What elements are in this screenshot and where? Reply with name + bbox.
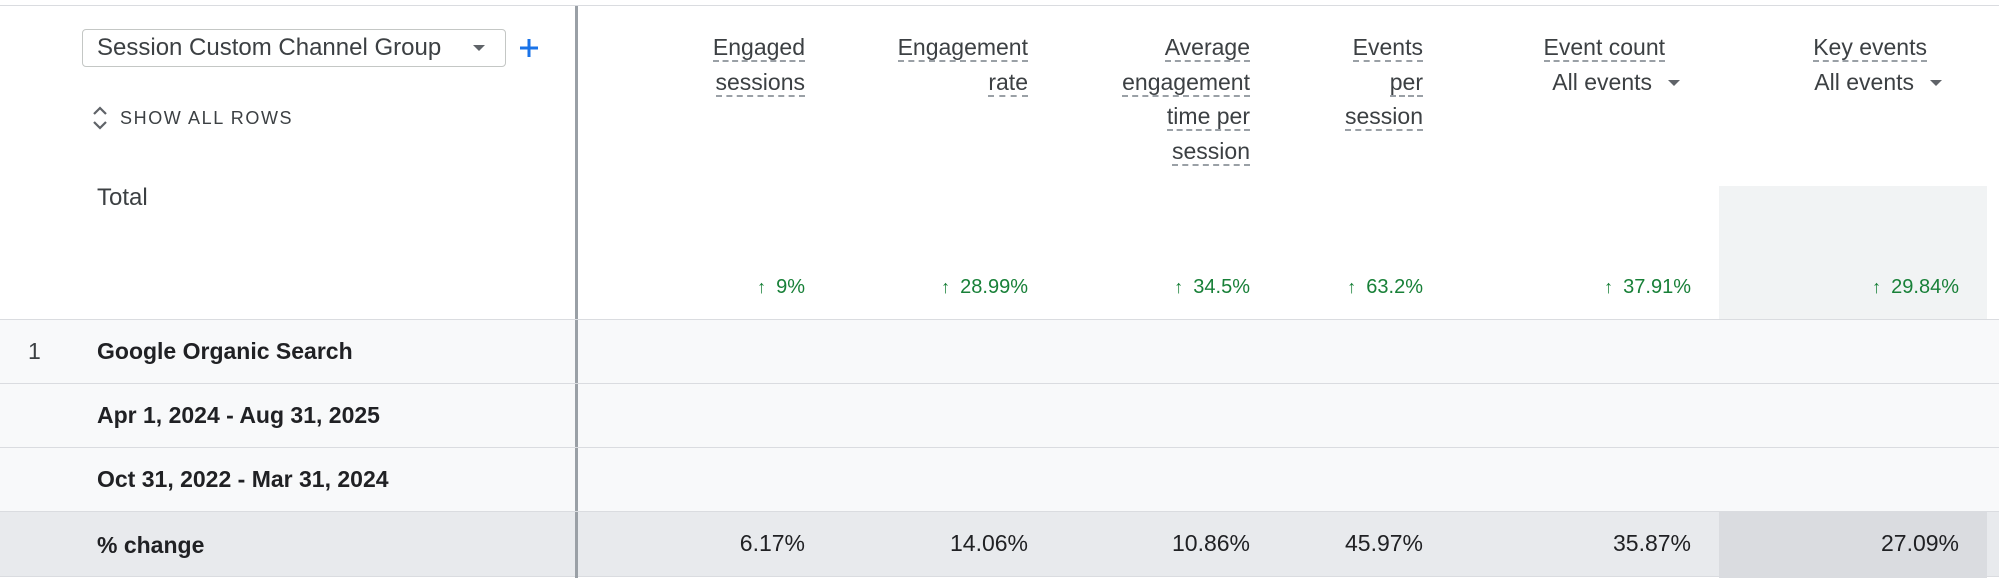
total-change-average-engagement-time: ↑ 34.5%	[1174, 276, 1250, 299]
event-count-filter-label: All events	[1552, 68, 1652, 95]
total-change-value: 34.5%	[1193, 276, 1250, 298]
change-average-engagement-time: 10.86%	[1171, 530, 1250, 556]
event-count-filter-dropdown[interactable]: All events	[1544, 65, 1680, 100]
top-border	[0, 0, 1999, 6]
total-change-event-count: ↑ 37.91%	[1604, 276, 1691, 299]
header-line: Events	[1352, 34, 1423, 62]
header-line: Average	[1164, 34, 1250, 62]
header-line: sessions	[715, 68, 805, 97]
row-index: 1	[28, 338, 41, 364]
table-row[interactable]: Apr 1, 2024 - Aug 31, 2025	[0, 383, 1999, 448]
change-key-events: 27.09%	[1880, 530, 1959, 556]
column-divider	[575, 512, 578, 578]
row-label: Oct 31, 2022 - Mar 31, 2024	[97, 466, 389, 492]
column-divider	[575, 320, 578, 384]
key-events-highlight	[1719, 512, 1987, 578]
show-all-rows-label: SHOW ALL ROWS	[120, 107, 294, 128]
metric-header-key-events[interactable]: Key events All events	[1813, 30, 1942, 99]
key-events-highlight	[1719, 186, 1987, 319]
arrow-up-icon: ↑	[1347, 277, 1357, 297]
key-events-filter-dropdown[interactable]: All events	[1813, 65, 1942, 100]
arrow-up-icon: ↑	[1604, 277, 1614, 297]
total-change-value: 9%	[776, 276, 805, 298]
total-change-engagement-rate: ↑ 28.99%	[941, 276, 1028, 299]
report-table: Session Custom Channel Group SHOW ALL RO…	[0, 6, 1999, 578]
metric-header-engaged-sessions[interactable]: Engaged sessions	[712, 30, 805, 99]
key-events-filter-label: All events	[1814, 68, 1914, 95]
arrow-up-icon: ↑	[1174, 277, 1184, 297]
column-divider	[575, 384, 578, 448]
header-line: session	[1172, 137, 1250, 166]
show-all-rows-button[interactable]: SHOW ALL ROWS	[92, 101, 293, 135]
dimension-dropdown[interactable]: Session Custom Channel Group	[82, 29, 506, 67]
table-row-percent-change[interactable]: % change 6.17% 14.06% 10.86% 45.97% 35.8…	[0, 511, 1999, 578]
chevron-down-icon	[473, 45, 485, 51]
table-row[interactable]: Oct 31, 2022 - Mar 31, 2024	[0, 447, 1999, 512]
change-engaged-sessions: 6.17%	[739, 530, 805, 556]
metric-header-engagement-rate[interactable]: Engagement rate	[897, 30, 1028, 99]
add-dimension-button[interactable]	[511, 30, 547, 66]
header-line: rate	[988, 68, 1028, 97]
chevron-down-icon	[1668, 80, 1680, 87]
change-events-per-session: 45.97%	[1344, 530, 1423, 556]
header-line: time per	[1166, 103, 1250, 131]
chevron-down-icon	[1930, 80, 1942, 87]
header-line: Event count	[1543, 34, 1665, 62]
column-divider	[575, 6, 578, 577]
total-change-value: 28.99%	[960, 276, 1028, 298]
total-label: Total	[97, 184, 148, 211]
header-line: Key events	[1813, 34, 1927, 62]
dimension-panel: Session Custom Channel Group SHOW ALL RO…	[0, 6, 575, 577]
total-change-events-per-session: ↑ 63.2%	[1347, 276, 1423, 299]
header-line: session	[1345, 103, 1423, 131]
metric-header-average-engagement-time[interactable]: Average engagement time per session	[1122, 30, 1250, 168]
dimension-dropdown-label: Session Custom Channel Group	[97, 34, 442, 61]
total-change-value: 29.84%	[1891, 276, 1959, 298]
row-label: Google Organic Search	[97, 338, 353, 364]
row-label: Apr 1, 2024 - Aug 31, 2025	[97, 402, 380, 428]
expand-collapse-icon	[93, 106, 107, 130]
header-line: Engagement	[897, 34, 1028, 62]
header-line: engagement	[1122, 68, 1250, 97]
total-change-value: 37.91%	[1623, 276, 1691, 298]
total-change-engaged-sessions: ↑ 9%	[757, 276, 805, 299]
column-divider	[575, 448, 578, 512]
total-change-value: 63.2%	[1366, 276, 1423, 298]
header-line: Engaged	[712, 34, 805, 62]
total-change-key-events: ↑ 29.84%	[1872, 276, 1959, 299]
plus-icon	[520, 39, 538, 57]
change-event-count: 35.87%	[1612, 530, 1691, 556]
metric-header-event-count[interactable]: Event count All events	[1543, 30, 1680, 99]
row-label: % change	[97, 532, 205, 558]
metric-header-events-per-session[interactable]: Events per session	[1345, 30, 1423, 134]
arrow-up-icon: ↑	[757, 277, 767, 297]
header-line: per	[1389, 68, 1423, 97]
arrow-up-icon: ↑	[1872, 277, 1882, 297]
table-row[interactable]: 1 Google Organic Search	[0, 319, 1999, 384]
arrow-up-icon: ↑	[941, 277, 951, 297]
change-engagement-rate: 14.06%	[949, 530, 1028, 556]
